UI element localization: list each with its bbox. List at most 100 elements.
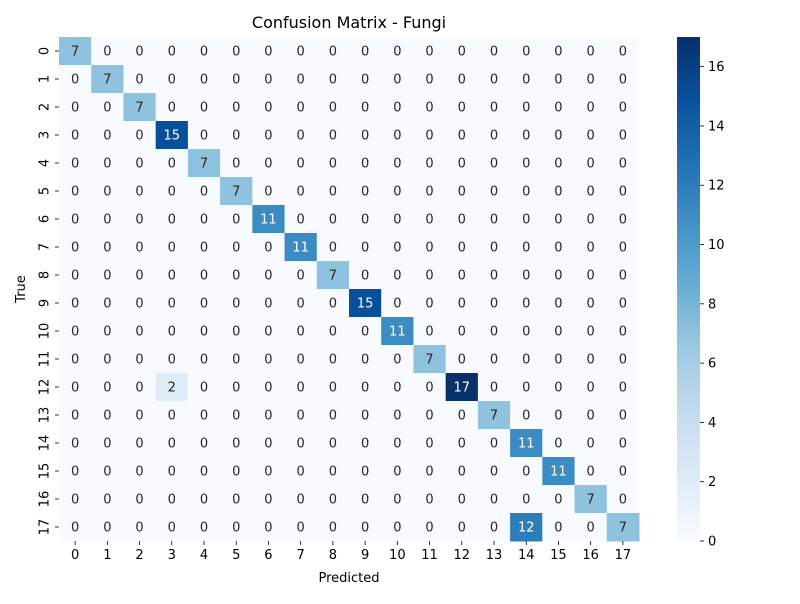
cell-value-label: 0 bbox=[329, 45, 337, 60]
cell-value-label: 0 bbox=[103, 213, 111, 228]
heatmap-cell bbox=[316, 205, 350, 234]
heatmap-cell bbox=[155, 121, 189, 150]
heatmap-cell bbox=[252, 317, 286, 346]
cell-value-label: 0 bbox=[264, 45, 272, 60]
heatmap-cell bbox=[477, 261, 511, 290]
heatmap-cell bbox=[445, 317, 479, 346]
heatmap-cell bbox=[606, 233, 640, 262]
heatmap-cell bbox=[381, 177, 414, 206]
heatmap-cell bbox=[445, 345, 479, 374]
cell-value-label: 7 bbox=[490, 409, 498, 424]
heatmap-cell bbox=[187, 345, 221, 374]
heatmap-cell bbox=[155, 37, 189, 66]
heatmap-cell bbox=[574, 289, 608, 318]
heatmap-cell bbox=[59, 457, 92, 486]
heatmap-cell bbox=[477, 317, 511, 346]
cell-value-label: 0 bbox=[458, 45, 466, 60]
cell-value-label: 0 bbox=[490, 269, 498, 284]
cell-value-label: 0 bbox=[490, 73, 498, 88]
heatmap-cell bbox=[381, 261, 414, 290]
heatmap-cell bbox=[316, 121, 350, 150]
y-axis-label: True bbox=[14, 275, 29, 304]
heatmap-cell bbox=[91, 93, 124, 122]
colorbar-tick-label: 14 bbox=[708, 119, 725, 134]
heatmap-cell bbox=[510, 177, 543, 206]
x-tick-label: 11 bbox=[421, 548, 438, 563]
cell-value-label: 0 bbox=[619, 493, 627, 508]
cell-value-label: 7 bbox=[587, 493, 595, 508]
cell-value-label: 0 bbox=[587, 101, 595, 116]
cell-value-label: 0 bbox=[425, 241, 433, 256]
cell-value-label: 0 bbox=[458, 325, 466, 340]
heatmap-cell bbox=[606, 93, 640, 122]
heatmap-cell bbox=[413, 345, 447, 374]
cell-value-label: 0 bbox=[264, 157, 272, 172]
cell-value-label: 0 bbox=[71, 269, 79, 284]
cell-value-label: 0 bbox=[361, 465, 369, 480]
cell-value-label: 0 bbox=[393, 45, 401, 60]
cell-value-label: 0 bbox=[490, 325, 498, 340]
heatmap-cell bbox=[606, 261, 640, 290]
cell-value-label: 0 bbox=[458, 185, 466, 200]
cell-value-label: 0 bbox=[361, 73, 369, 88]
cell-value-label: 0 bbox=[297, 101, 305, 116]
cell-value-label: 0 bbox=[71, 353, 79, 368]
cell-value-label: 0 bbox=[168, 269, 176, 284]
cell-value-label: 0 bbox=[490, 185, 498, 200]
heatmap-cell bbox=[477, 37, 511, 66]
heatmap-cell bbox=[252, 513, 286, 542]
cell-value-label: 0 bbox=[522, 241, 530, 256]
heatmap-cell bbox=[510, 37, 543, 66]
cell-value-label: 11 bbox=[518, 437, 535, 452]
cell-value-label: 0 bbox=[425, 213, 433, 228]
heatmap-cell bbox=[91, 233, 124, 262]
cell-value-label: 0 bbox=[71, 213, 79, 228]
heatmap-cell bbox=[187, 233, 221, 262]
cell-value-label: 0 bbox=[393, 129, 401, 144]
cell-value-label: 0 bbox=[297, 129, 305, 144]
heatmap-cell bbox=[381, 513, 414, 542]
cell-value-label: 0 bbox=[619, 465, 627, 480]
y-tick-label: 14 bbox=[38, 435, 53, 452]
cell-value-label: 0 bbox=[135, 45, 143, 60]
cell-value-label: 0 bbox=[329, 325, 337, 340]
heatmap-cell bbox=[510, 233, 543, 262]
heatmap-cell bbox=[316, 345, 350, 374]
y-tick-label: 4 bbox=[38, 159, 53, 167]
heatmap-cell bbox=[284, 429, 318, 458]
heatmap-cell bbox=[477, 177, 511, 206]
heatmap-cell bbox=[91, 37, 124, 66]
heatmap-cell bbox=[155, 93, 189, 122]
heatmap-cell bbox=[220, 485, 253, 514]
cell-value-label: 0 bbox=[329, 437, 337, 452]
cell-value-label: 0 bbox=[458, 101, 466, 116]
heatmap-cell bbox=[123, 261, 157, 290]
cell-value-label: 0 bbox=[71, 409, 79, 424]
heatmap-cell bbox=[91, 65, 124, 94]
heatmap-cell bbox=[413, 401, 447, 430]
heatmap-cell bbox=[220, 205, 253, 234]
heatmap-cell bbox=[445, 65, 479, 94]
cell-value-label: 0 bbox=[522, 45, 530, 60]
cell-value-label: 0 bbox=[619, 353, 627, 368]
cell-value-label: 0 bbox=[103, 409, 111, 424]
heatmap-cell bbox=[316, 373, 350, 402]
cell-value-label: 0 bbox=[393, 185, 401, 200]
x-tick-label: 2 bbox=[135, 548, 143, 563]
heatmap-cell bbox=[477, 401, 511, 430]
heatmap-cell bbox=[574, 177, 608, 206]
heatmap-cell bbox=[413, 373, 447, 402]
cell-value-label: 0 bbox=[554, 213, 562, 228]
heatmap-cell bbox=[381, 205, 414, 234]
heatmap-cell bbox=[542, 233, 576, 262]
cell-value-label: 0 bbox=[554, 101, 562, 116]
heatmap-cell bbox=[220, 345, 253, 374]
heatmap-cell bbox=[284, 261, 318, 290]
heatmap-cell bbox=[381, 289, 414, 318]
cell-value-label: 11 bbox=[292, 241, 309, 256]
cell-value-label: 0 bbox=[168, 437, 176, 452]
heatmap-cells bbox=[59, 37, 640, 542]
cell-value-label: 0 bbox=[103, 297, 111, 312]
heatmap-cell bbox=[477, 429, 511, 458]
heatmap-cell bbox=[349, 65, 382, 94]
